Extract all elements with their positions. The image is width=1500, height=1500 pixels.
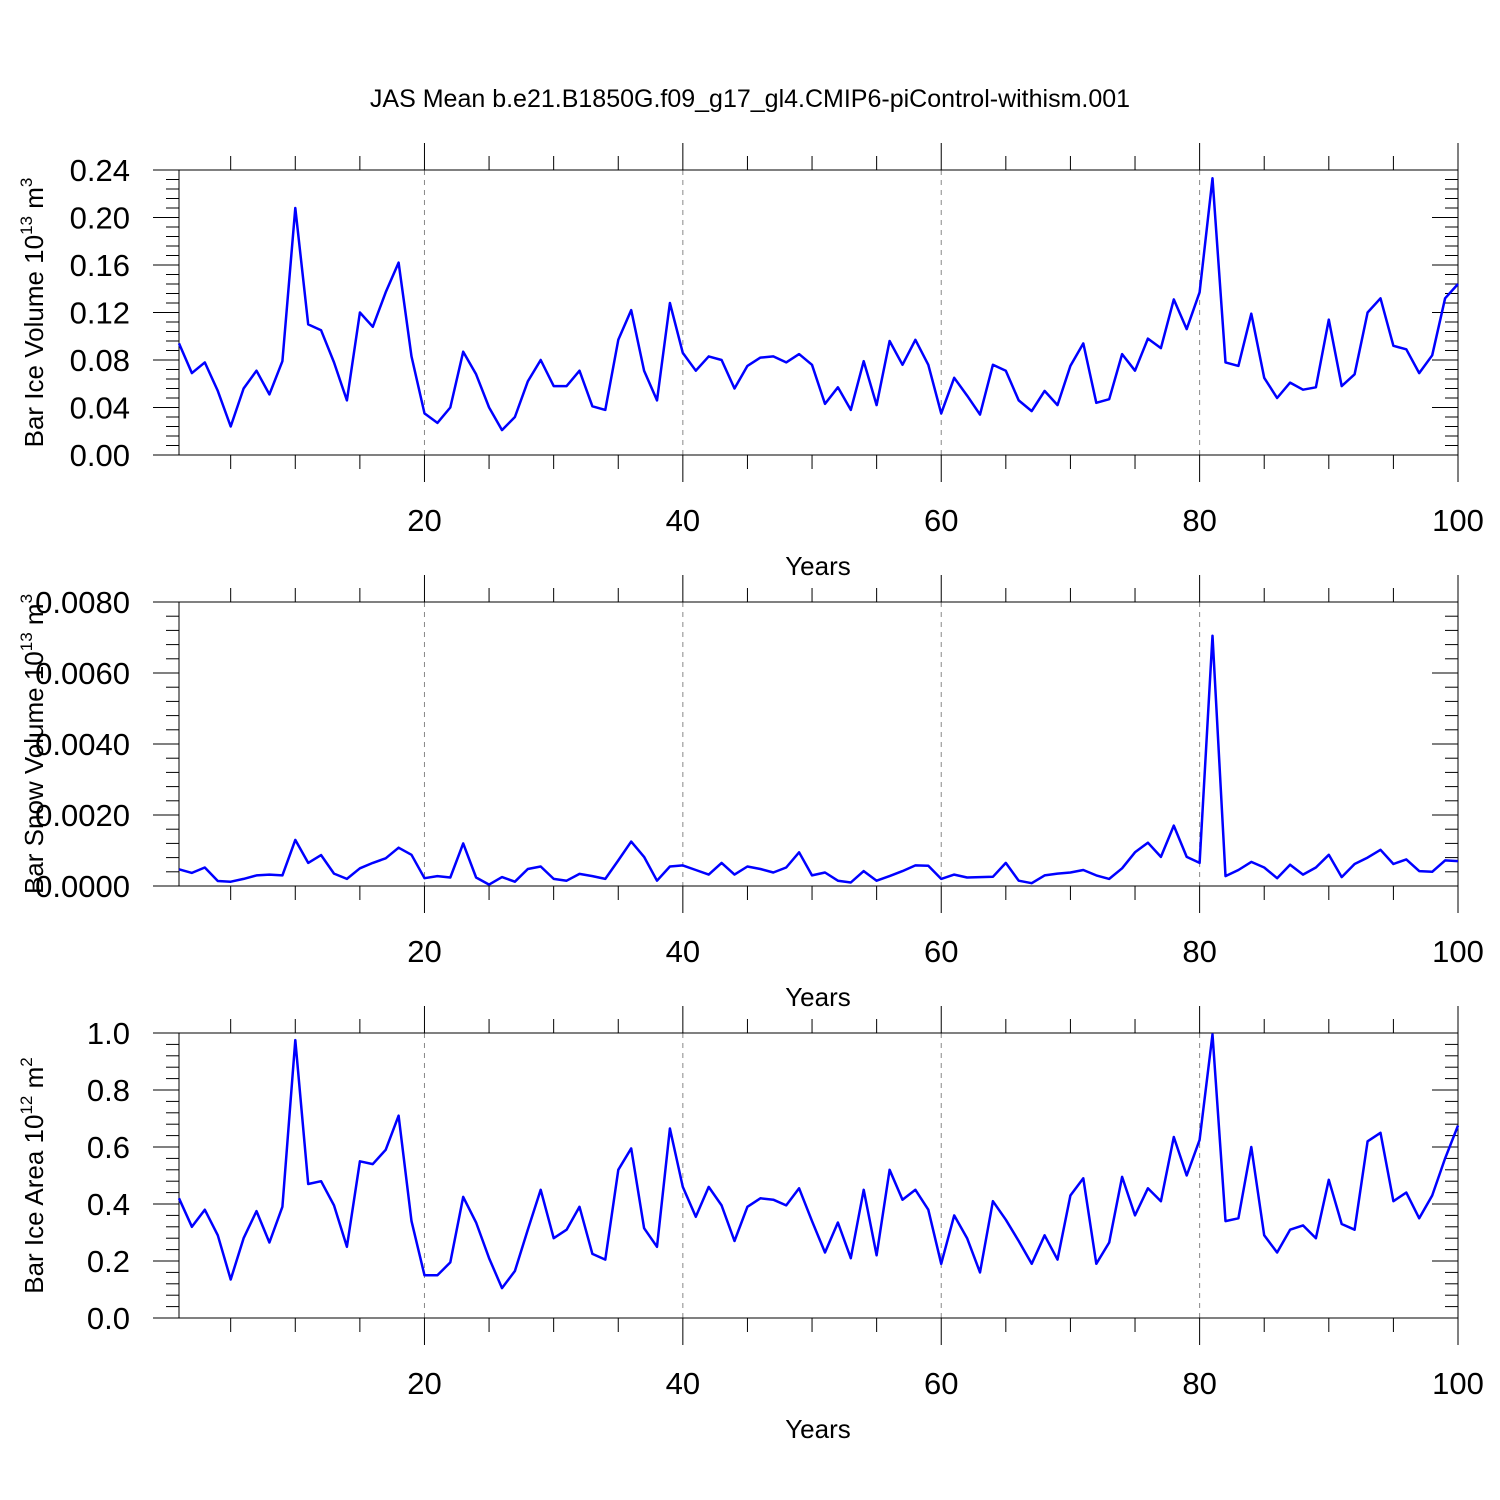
y-axis-label-part: Bar Ice Volume 10 (19, 235, 49, 447)
y-axis-label-superscript: 2 (17, 1057, 36, 1066)
x-tick-label: 60 (924, 503, 958, 538)
y-tick-label: 0.2 (87, 1244, 130, 1279)
x-tick-label: 20 (407, 934, 441, 969)
x-axis-label: Years (785, 982, 851, 1012)
x-tick-label: 80 (1182, 1366, 1216, 1401)
chart-panel-3: 0.0 0.2 0.4 0.6 0.8 1.0 20 40 60 80 100 Years Bar Ic… (17, 1006, 1484, 1444)
figure-title: JAS Mean b.e21.B1850G.f09_g17_gl4.CMIP6-… (370, 85, 1130, 113)
series-line (177, 177, 1459, 432)
x-tick-label: 40 (666, 1366, 700, 1401)
y-tick-label: 0.08 (70, 343, 130, 378)
y-tick-label: 0.0000 (35, 869, 130, 904)
y-tick-label: 0.0060 (35, 656, 130, 691)
y-axis-label-part: m (19, 603, 49, 632)
x-tick-label: 60 (924, 934, 958, 969)
x-tick-label: 20 (407, 503, 441, 538)
y-axis-label: Bar Snow Volume 1013 m3 (17, 594, 49, 894)
y-axis-label-superscript: 3 (17, 178, 36, 187)
y-tick-label: 0.0020 (35, 798, 130, 833)
x-tick-label: 40 (666, 934, 700, 969)
x-tick-label: 40 (666, 503, 700, 538)
y-tick-label: 0.6 (87, 1130, 130, 1165)
x-tick-label: 80 (1182, 503, 1216, 538)
x-tick-label: 80 (1182, 934, 1216, 969)
y-axis-label-superscript: 13 (17, 632, 36, 651)
y-tick-label: 0.16 (70, 248, 130, 283)
y-axis-label: Bar Ice Area 1012 m2 (17, 1057, 49, 1294)
y-tick-label: 0.4 (87, 1187, 130, 1222)
x-tick-label: 20 (407, 1366, 441, 1401)
x-tick-label: 100 (1432, 1366, 1484, 1401)
y-axis-label-part: m (19, 187, 49, 216)
y-axis-label: Bar Ice Volume 1013 m3 (17, 178, 49, 448)
y-axis-label-part: m (19, 1067, 49, 1096)
series-line (178, 634, 1459, 886)
y-axis-label-part: Bar Ice Area 10 (19, 1115, 49, 1294)
y-tick-label: 0.24 (70, 153, 130, 188)
y-tick-label: 0.8 (87, 1073, 130, 1108)
y-axis-label-part: Bar Snow Volume 10 (19, 651, 49, 894)
y-tick-label: 0.0 (87, 1301, 130, 1336)
y-axis-label-superscript: 3 (17, 594, 36, 603)
x-axis-label: Years (785, 551, 851, 581)
chart-panel-2: 0.0000 0.0020 0.0040 0.0060 0.0080 20 40 60 80 10… (17, 575, 1484, 1012)
x-axis-label: Years (785, 1414, 851, 1444)
y-tick-label: 0.00 (70, 438, 130, 473)
y-tick-label: 1.0 (87, 1016, 130, 1051)
x-tick-label: 100 (1432, 934, 1484, 969)
x-tick-label: 100 (1432, 503, 1484, 538)
y-tick-label: 0.20 (70, 201, 130, 236)
y-axis-label-superscript: 12 (17, 1096, 36, 1115)
series-line (177, 1033, 1460, 1290)
y-tick-label: 0.0080 (35, 585, 130, 620)
y-tick-label: 0.0040 (35, 727, 130, 762)
y-tick-label: 0.04 (70, 391, 130, 426)
x-tick-label: 60 (924, 1366, 958, 1401)
y-tick-label: 0.12 (70, 296, 130, 331)
chart-panel-1: 0.00 0.04 0.08 0.12 0.16 0.20 0.24 20 40 60 80 100 Y… (17, 143, 1484, 581)
y-axis-label-superscript: 13 (17, 216, 36, 235)
